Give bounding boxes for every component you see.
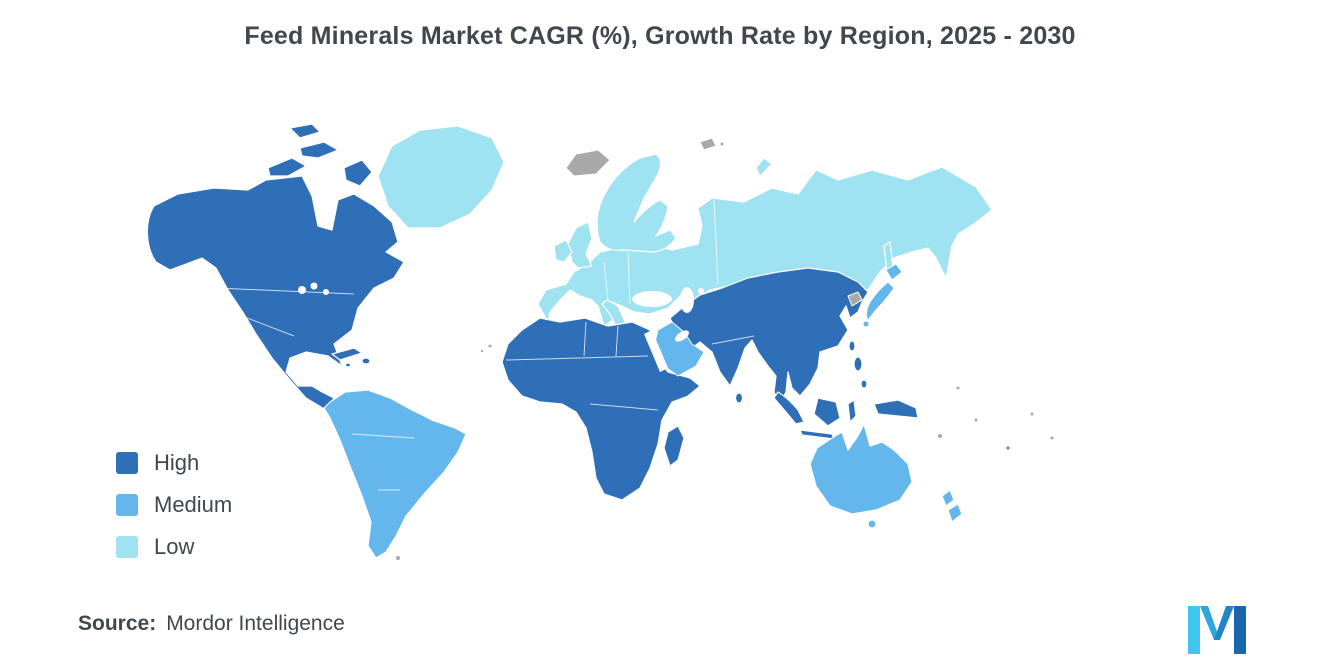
region-north-america: [146, 123, 405, 411]
landmass-australia: [809, 423, 913, 515]
black-sea: [632, 291, 672, 307]
region-no-data: [395, 137, 1055, 561]
region-oceania: [809, 423, 963, 529]
caspian-sea: [680, 287, 694, 313]
landmass-java: [799, 429, 835, 440]
logo-stroke-3: [1214, 606, 1234, 640]
landmass-iceland: [565, 149, 611, 177]
aral-sea: [698, 288, 704, 294]
landmass-new-zealand-north: [941, 489, 955, 507]
source-line: Source: Mordor Intelligence: [78, 612, 345, 636]
landmass-north-korea: [847, 291, 863, 307]
country-borders: [215, 199, 755, 491]
region-japan: [862, 263, 903, 328]
landmass-arctic-island-2: [299, 141, 339, 159]
chart-title: Feed Minerals Market CAGR (%), Growth Ra…: [244, 22, 1076, 50]
landmass-philippines-south: [860, 379, 868, 389]
island-canary-1: [487, 343, 493, 349]
legend-label-medium: Medium: [154, 492, 233, 517]
landmass-ireland: [553, 239, 573, 263]
landmass-hokkaido: [885, 263, 903, 281]
landmass-south-america: [323, 389, 467, 559]
landmass-scandinavia: [596, 153, 677, 253]
landmass-africa: [501, 317, 701, 501]
landmass-new-guinea: [873, 399, 919, 419]
landmass-kyushu: [862, 320, 870, 328]
landmass-borneo: [813, 397, 841, 427]
region-africa: [501, 317, 701, 501]
landmass-sri-lanka: [734, 392, 744, 404]
landmass-svalbard: [699, 137, 717, 151]
legend-swatch-medium: [116, 494, 138, 516]
legend-swatch-high: [116, 452, 138, 474]
island-falkland: [395, 555, 401, 561]
landmass-philippines-north: [853, 356, 863, 372]
island-pacific-2: [973, 417, 979, 423]
great-lake-1: [298, 286, 306, 294]
persian-gulf: [675, 330, 689, 342]
landmass-asia-main: [669, 267, 869, 405]
landmass-great-britain: [567, 221, 593, 269]
legend-item-high: High: [116, 450, 232, 476]
island-pacific-1: [937, 433, 943, 439]
logo-stroke-4: [1234, 606, 1246, 654]
landmass-arctic-island-1: [267, 157, 307, 177]
landmass-svalbard-east: [719, 141, 725, 147]
island-pacific-4: [1029, 411, 1035, 417]
source-value: Mordor Intelligence: [166, 612, 345, 635]
landmass-cuba: [331, 347, 363, 361]
sea-overlays: [298, 282, 704, 372]
landmass-north-america: [146, 175, 405, 411]
logo-stroke-1: [1188, 606, 1200, 654]
landmass-arctic-island-3: [289, 123, 321, 139]
landmass-baffin-island: [343, 159, 373, 187]
island-pacific-5: [955, 385, 961, 391]
island-canary-2: [479, 348, 485, 354]
landmass-greenland: [377, 125, 505, 229]
mordor-intelligence-logo: [1188, 606, 1246, 654]
landmass-taiwan: [848, 340, 856, 352]
island-pacific-6: [1049, 435, 1055, 441]
legend-item-medium: Medium: [116, 492, 232, 518]
legend-item-low: Low: [116, 534, 232, 560]
landmass-sumatra: [773, 391, 805, 425]
great-lake-3: [323, 289, 329, 295]
landmass-honshu: [865, 281, 895, 321]
legend-label-low: Low: [154, 534, 195, 559]
region-asia: [669, 267, 919, 440]
red-sea: [644, 330, 668, 372]
legend-swatch-low: [116, 536, 138, 558]
island-pacific-3: [1005, 445, 1011, 451]
source-label: Source:: [78, 612, 157, 635]
landmass-tasmania: [867, 519, 877, 529]
legend-label-high: High: [154, 450, 200, 475]
landmass-madagascar: [663, 425, 685, 467]
landmass-sulawesi: [847, 399, 857, 423]
landmass-novaya-zemlya: [755, 157, 773, 177]
landmass-hispaniola: [361, 357, 371, 365]
great-lake-2: [310, 282, 318, 290]
landmass-new-zealand-south: [947, 503, 963, 523]
landmass-jamaica: [344, 362, 352, 368]
logo-stroke-2: [1200, 606, 1220, 640]
legend: High Medium Low: [116, 450, 232, 560]
region-south-america: [323, 389, 467, 559]
